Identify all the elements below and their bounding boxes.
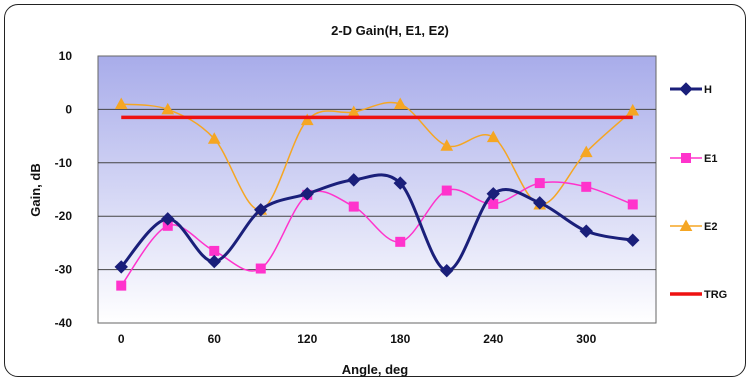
point-e1: [209, 245, 220, 256]
point-e1: [534, 178, 545, 189]
legend-marker-e1: [681, 153, 691, 163]
x-tick-label: 0: [118, 332, 125, 346]
point-e1: [581, 181, 592, 192]
y-tick-label: 0: [65, 102, 72, 116]
chart-title: 2-D Gain(H, E1, E2): [331, 23, 449, 38]
y-tick-label: -40: [55, 316, 73, 330]
point-e2: [486, 130, 500, 143]
point-e2: [579, 145, 593, 158]
point-e1: [255, 263, 266, 274]
point-h: [114, 260, 128, 274]
point-h: [300, 187, 314, 201]
point-h: [161, 212, 175, 226]
y-tick-label: -10: [55, 156, 73, 170]
point-e2: [393, 97, 407, 110]
y-tick-label: 10: [59, 49, 73, 63]
point-h: [579, 224, 593, 238]
y-tick-label: -20: [55, 209, 73, 223]
point-e1: [627, 199, 638, 210]
legend-marker-h: [679, 82, 693, 96]
legend-label-trg: TRG: [704, 289, 727, 301]
legend-label-e1: E1: [704, 153, 717, 165]
point-e2: [300, 113, 314, 126]
point-e2: [626, 103, 640, 116]
legend-label-e2: E2: [704, 221, 717, 233]
point-e2: [207, 132, 221, 144]
point-e1: [395, 236, 406, 247]
point-h: [626, 233, 640, 247]
x-axis-label: Angle, deg: [342, 362, 409, 377]
x-tick-label: 60: [208, 332, 222, 346]
point-h: [347, 173, 361, 187]
point-e1: [116, 280, 127, 291]
point-h: [393, 176, 407, 190]
point-e2: [440, 139, 454, 151]
point-h: [440, 263, 454, 278]
point-e2: [114, 97, 128, 110]
legend-label-h: H: [704, 84, 712, 96]
y-axis-label: Gain, dB: [28, 163, 43, 216]
point-e1: [441, 185, 452, 196]
x-tick-label: 240: [483, 332, 503, 346]
x-tick-label: 120: [297, 332, 317, 346]
point-e1: [348, 201, 359, 212]
point-h: [254, 203, 268, 217]
x-tick-label: 180: [390, 332, 410, 346]
point-h: [207, 254, 221, 269]
point-h: [533, 196, 547, 210]
point-e2: [161, 102, 175, 115]
point-h: [486, 187, 500, 201]
plot-area: [97, 55, 657, 324]
point-e1: [488, 198, 499, 209]
y-tick-label: -30: [55, 263, 73, 277]
legend-marker-e2: [679, 219, 693, 231]
x-tick-label: 300: [576, 332, 596, 346]
